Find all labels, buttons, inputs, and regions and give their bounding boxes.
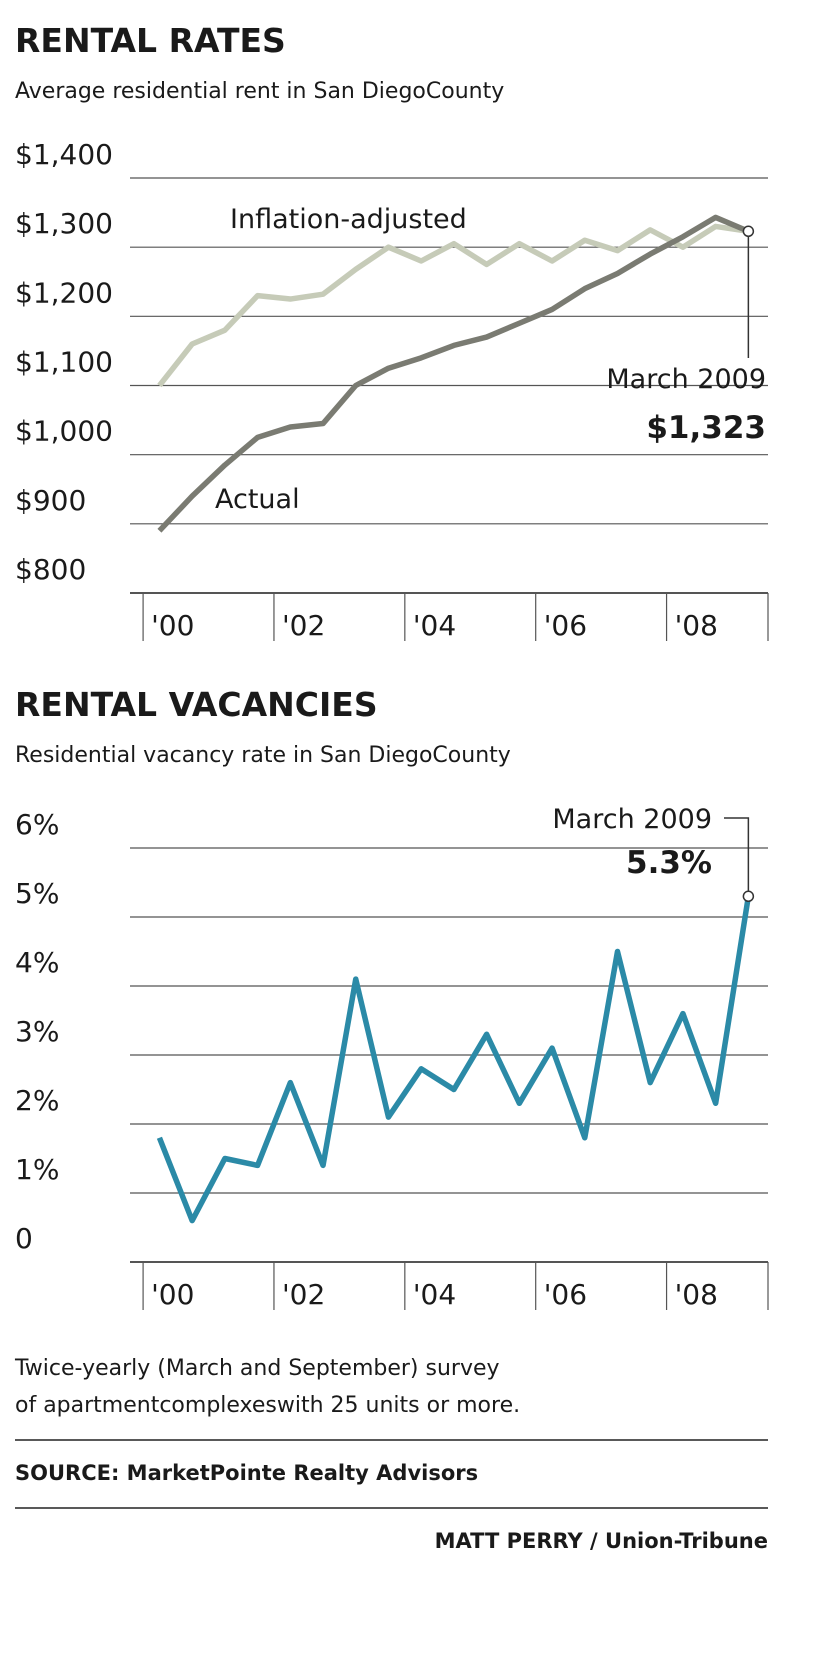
chart-title: RENTAL RATES: [15, 21, 286, 60]
y-tick-label: $1,200: [15, 276, 113, 309]
y-tick-label: 0: [15, 1222, 33, 1255]
x-tick-label: '00: [151, 1278, 194, 1311]
annotation: March 2009: [606, 364, 766, 395]
y-tick-label: 6%: [15, 808, 59, 841]
note: Twice-yearly (March and September) surve…: [14, 1356, 500, 1381]
y-tick-label: 4%: [15, 946, 59, 979]
credit: MATT PERRY / Union-Tribune: [435, 1529, 768, 1553]
chart-subtitle: Average residential rent in San DiegoCou…: [15, 79, 504, 104]
value-label: 5.3%: [626, 845, 712, 881]
end-marker: [742, 890, 755, 903]
y-tick-label: $1,100: [15, 346, 113, 379]
leader: [724, 817, 750, 897]
y-tick-label: $1,300: [15, 207, 113, 240]
y-tick-label: 1%: [15, 1153, 59, 1186]
chart-subtitle: Residential vacancy rate in San DiegoCou…: [15, 743, 511, 768]
x-tick-label: '00: [151, 609, 194, 642]
x-tick-label: '06: [544, 609, 587, 642]
x-tick-label: '04: [413, 609, 456, 642]
y-tick-label: 3%: [15, 1015, 59, 1048]
series-line: [157, 223, 749, 388]
y-tick-label: 2%: [15, 1084, 59, 1117]
value-label: $1,323: [646, 410, 766, 446]
note: of apartmentcomplexeswith 25 units or mo…: [15, 1393, 520, 1418]
x-tick-label: '08: [675, 1278, 718, 1311]
source: SOURCE: MarketPointe Realty Advisors: [15, 1461, 478, 1485]
y-tick-label: $1,000: [15, 415, 113, 448]
y-tick-label: $800: [15, 553, 86, 586]
x-tick-label: '04: [413, 1278, 456, 1311]
x-tick-label: '06: [544, 1278, 587, 1311]
series-line: [156, 895, 752, 1224]
x-tick-label: '02: [282, 609, 325, 642]
series-line: [157, 214, 750, 533]
x-tick-label: '08: [675, 609, 718, 642]
end-marker: [742, 225, 755, 238]
series-label: Actual: [215, 484, 300, 515]
y-tick-label: 5%: [15, 877, 59, 910]
annotation: March 2009: [552, 804, 712, 835]
chart-title: RENTAL VACANCIES: [15, 685, 378, 724]
y-tick-label: $900: [15, 484, 86, 517]
y-tick-label: $1,400: [15, 138, 113, 171]
series-label: Inflation-adjusted: [230, 204, 467, 235]
x-tick-label: '02: [282, 1278, 325, 1311]
